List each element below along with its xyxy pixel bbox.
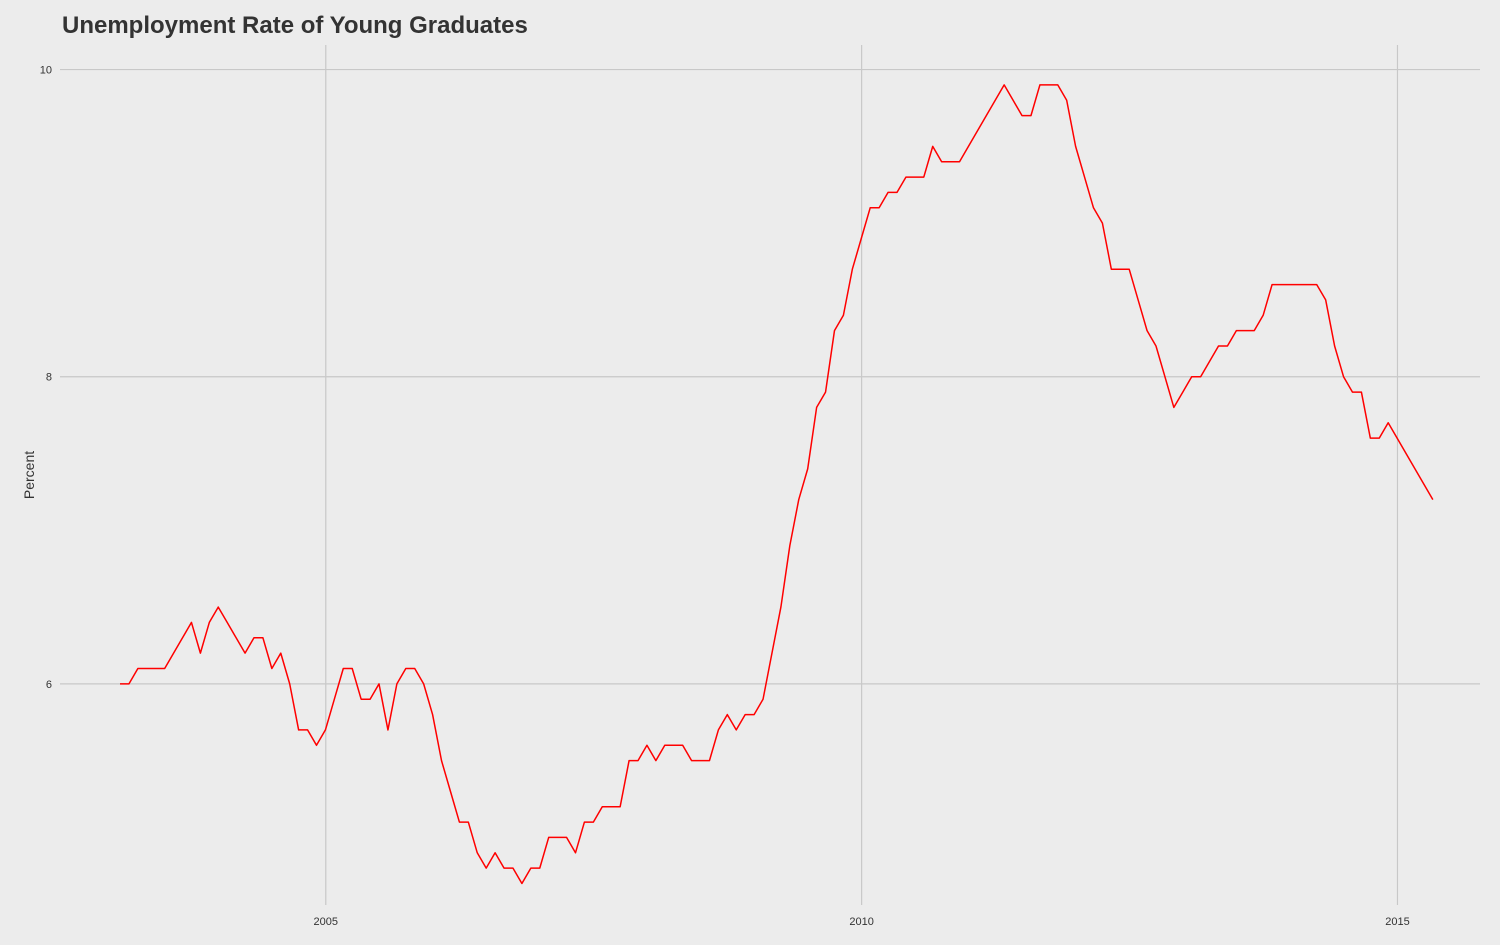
x-tick-label: 2005 xyxy=(314,916,338,928)
x-tick-label: 2010 xyxy=(849,916,873,928)
x-tick-label: 2015 xyxy=(1385,916,1409,928)
y-tick-label: 8 xyxy=(46,372,52,384)
series-line xyxy=(120,84,1434,885)
y-tick-label: 10 xyxy=(40,65,52,77)
y-axis-title: Percent xyxy=(21,451,37,499)
chart-title: Unemployment Rate of Young Graduates xyxy=(62,12,528,39)
y-tick-label: 6 xyxy=(46,679,52,691)
